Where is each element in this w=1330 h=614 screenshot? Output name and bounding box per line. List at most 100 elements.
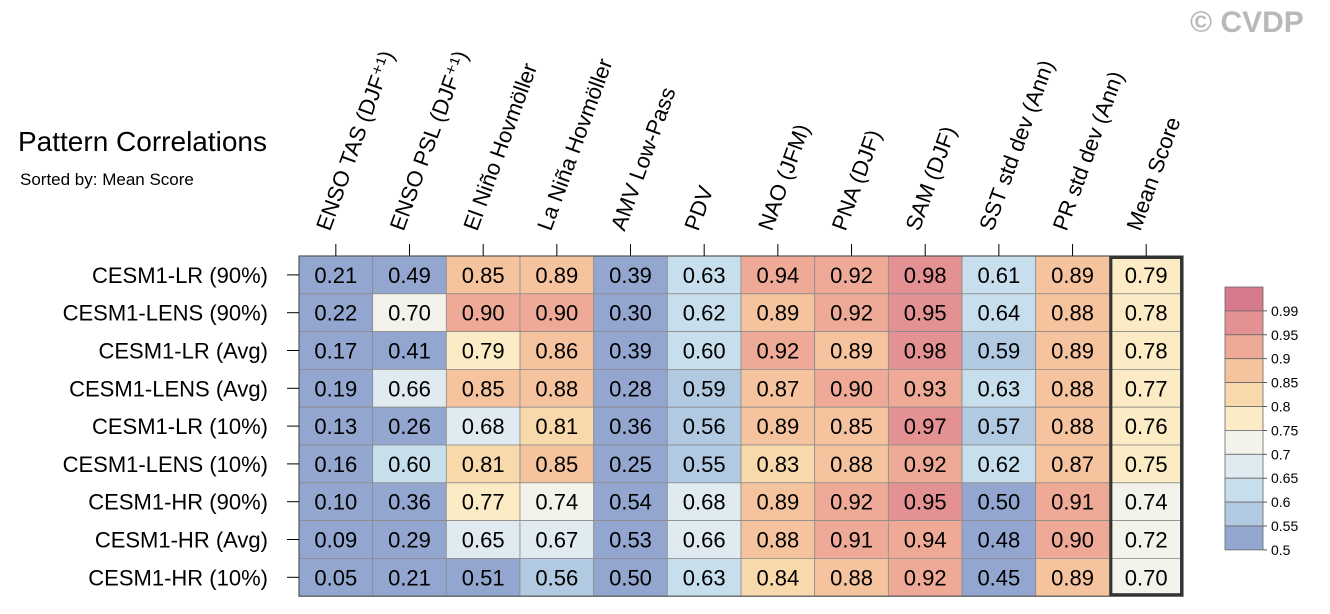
cell-value-label: 0.16	[314, 452, 357, 477]
cell-value-label: 0.45	[977, 565, 1020, 590]
row-label: CESM1-HR (10%)	[88, 565, 268, 590]
heatmap-cell	[814, 558, 889, 597]
column-label: NAO (JFM)	[753, 121, 815, 234]
heatmap-cell	[1035, 406, 1110, 446]
cell-value-label: 0.90	[1051, 528, 1094, 553]
row-label: CESM1-LENS (Avg)	[69, 376, 268, 401]
heatmap-cell	[666, 293, 742, 332]
cell-value-label: 0.17	[314, 339, 357, 364]
chart-title: Pattern Correlations	[18, 126, 268, 157]
column-label: Mean Score	[1121, 114, 1185, 234]
cell-value-label: 0.60	[683, 339, 726, 364]
column-label: SST std dev (Ann)	[974, 57, 1059, 234]
cell-value-label: 0.95	[904, 301, 947, 326]
cell-value-label: 0.88	[1051, 301, 1094, 326]
cell-value-label: 0.88	[830, 565, 873, 590]
cell-value-label: 0.57	[977, 414, 1020, 439]
cell-value-label: 0.95	[904, 490, 947, 515]
cell-value-label: 0.25	[609, 452, 652, 477]
heatmap-cell	[1035, 520, 1110, 559]
cell-value-label: 0.89	[1051, 565, 1094, 590]
highlight-column-box	[1109, 256, 1184, 597]
cell-value-label: 0.56	[683, 414, 726, 439]
colorbar-segment	[1224, 382, 1264, 407]
cell-value-label: 0.89	[1051, 263, 1094, 288]
heatmap-cell	[445, 558, 521, 597]
colorbar-label: 0.65	[1271, 470, 1298, 486]
cell-value-label: 0.66	[388, 376, 431, 401]
cell-value-label: 0.92	[830, 490, 873, 515]
cell-value-label: 0.89	[535, 263, 578, 288]
heatmap-cell	[1108, 331, 1184, 370]
cell-value-label: 0.93	[904, 376, 947, 401]
heatmap-cell	[887, 444, 963, 484]
heatmap-cell	[298, 558, 374, 597]
cell-value-label: 0.94	[756, 263, 799, 288]
colorbar-segment	[1224, 429, 1264, 455]
cell-value-label: 0.81	[462, 452, 505, 477]
heatmap-cell	[519, 482, 595, 521]
cell-value-label: 0.89	[756, 414, 799, 439]
column-label: PR std dev (Ann)	[1048, 68, 1129, 234]
cell-value-label: 0.74	[1125, 490, 1168, 515]
heatmap-cell	[593, 444, 668, 484]
cell-value-label: 0.70	[388, 301, 431, 326]
heatmap-cell	[298, 293, 374, 332]
cell-value-label: 0.83	[756, 452, 799, 477]
cell-value-label: 0.92	[830, 301, 873, 326]
cell-value-label: 0.88	[535, 376, 578, 401]
cell-value-label: 0.88	[1051, 376, 1094, 401]
heatmap-cell	[666, 406, 742, 446]
heatmap-cell	[666, 558, 742, 597]
cell-value-label: 0.86	[535, 339, 578, 364]
cell-value-label: 0.98	[904, 263, 947, 288]
colorbar-label: 0.75	[1271, 422, 1298, 438]
cell-value-label: 0.28	[609, 376, 652, 401]
column-label: PDV	[679, 182, 718, 233]
cell-value-label: 0.68	[683, 490, 726, 515]
heatmap-cell	[740, 293, 816, 332]
cell-value-label: 0.36	[388, 490, 431, 515]
cell-value-label: 0.89	[756, 301, 799, 326]
heatmap-cell	[814, 520, 889, 559]
chart-subtitle: Sorted by: Mean Score	[20, 170, 194, 189]
cell-value-label: 0.85	[462, 263, 505, 288]
row-label: CESM1-HR (Avg)	[95, 528, 268, 553]
colorbar-label: 0.95	[1271, 327, 1298, 343]
cell-value-label: 0.26	[388, 414, 431, 439]
cell-value-label: 0.21	[388, 565, 431, 590]
heatmap-cell	[1108, 482, 1184, 521]
cell-value-label: 0.98	[904, 339, 947, 364]
colorbar-segment	[1224, 501, 1264, 527]
colorbar-label: 0.6	[1271, 494, 1291, 510]
column-label: SAM (DJF)	[900, 123, 961, 234]
watermark: © CVDP	[1190, 6, 1304, 39]
cell-value-label: 0.50	[977, 490, 1020, 515]
cell-value-label: 0.53	[609, 528, 652, 553]
cell-value-label: 0.89	[756, 490, 799, 515]
heatmap-cell	[740, 444, 816, 484]
colorbar-segment	[1224, 453, 1264, 479]
heatmap-cell	[519, 444, 595, 484]
row-label: CESM1-LENS (90%)	[63, 301, 268, 326]
heatmap-cell	[961, 444, 1037, 484]
cell-value-label: 0.09	[314, 528, 357, 553]
cell-value-label: 0.66	[683, 528, 726, 553]
cell-value-label: 0.51	[462, 565, 505, 590]
cell-value-label: 0.92	[904, 452, 947, 477]
cell-value-label: 0.56	[535, 565, 578, 590]
cell-value-label: 0.91	[1051, 490, 1094, 515]
cell-value-label: 0.60	[388, 452, 431, 477]
heatmap-cell	[961, 331, 1037, 370]
cell-value-label: 0.29	[388, 528, 431, 553]
heatmap-cell	[519, 331, 595, 370]
colorbar-segment	[1224, 358, 1264, 384]
cell-value-label: 0.63	[977, 376, 1020, 401]
cell-value-label: 0.88	[830, 452, 873, 477]
heatmap-cell	[1108, 255, 1184, 295]
cell-value-label: 0.94	[904, 528, 947, 553]
colorbar-label: 0.7	[1271, 446, 1291, 462]
heatmap-cell	[1035, 482, 1110, 521]
heatmap-cell	[814, 444, 889, 484]
